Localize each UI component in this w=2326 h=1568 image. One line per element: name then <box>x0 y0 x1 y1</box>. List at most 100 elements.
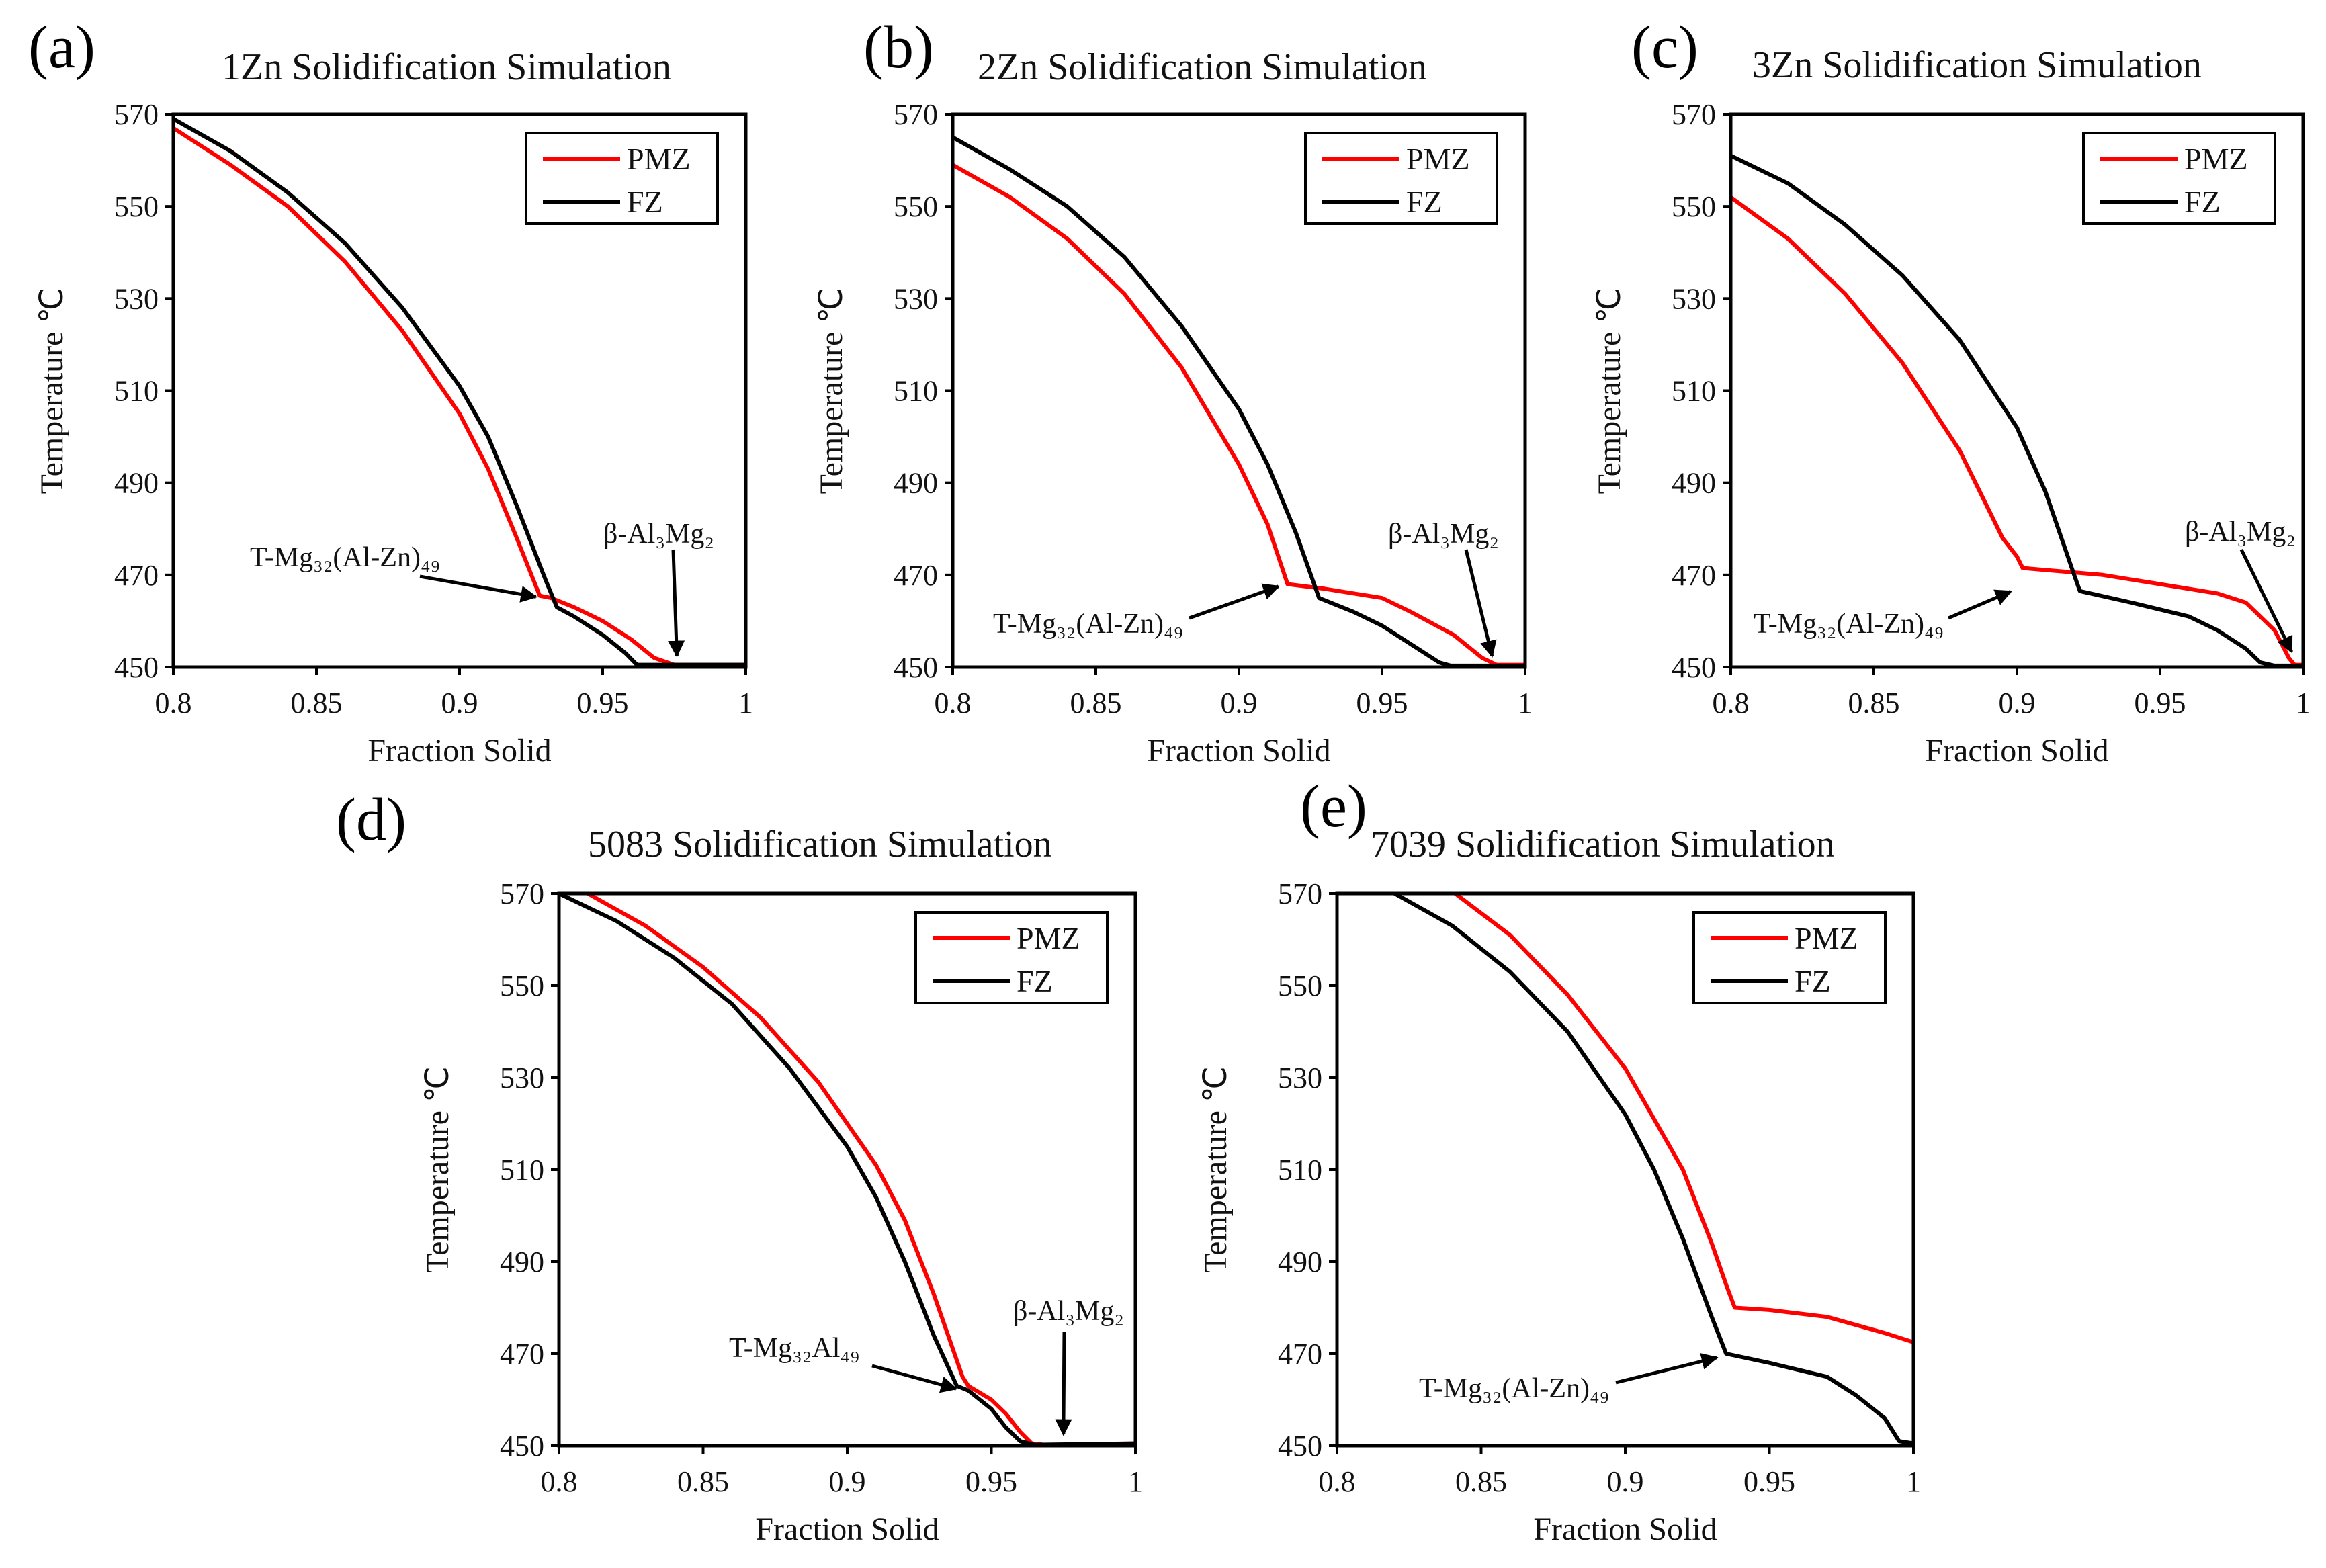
y-tick-label: 510 <box>1672 375 1716 408</box>
y-tick-label: 530 <box>500 1061 544 1094</box>
annotation-arrow <box>668 549 685 658</box>
y-axis-title: Temperature ℃ <box>1198 1066 1234 1273</box>
series-line-fz <box>1393 894 1913 1446</box>
y-tick-label: 470 <box>114 559 159 592</box>
chart-title: 7039 Solidification Simulation <box>1371 824 1835 865</box>
annotation-label: T-Mg₃₂(Al-Zn)₄₉ <box>250 542 440 573</box>
y-tick-label: 570 <box>1672 98 1716 131</box>
x-tick-label: 0.8 <box>1713 687 1750 720</box>
annotation-label: T-Mg₃₂(Al-Zn)₄₉ <box>1419 1373 1609 1404</box>
legend-label-pmz: PMZ <box>1406 142 1470 176</box>
y-tick-label: 490 <box>894 467 938 500</box>
y-tick-label: 450 <box>1278 1430 1322 1463</box>
chart-panel-a: (a) 1Zn Solidification Simulation 0.8 0.85 0… <box>28 14 753 769</box>
x-tick-label: 0.85 <box>1848 687 1900 720</box>
legend-label-fz: FZ <box>2184 185 2221 219</box>
series-line-pmz <box>587 894 1135 1446</box>
y-tick-label: 450 <box>114 651 159 684</box>
series-line-pmz <box>173 126 746 667</box>
x-tick-label: 0.8 <box>541 1465 578 1498</box>
x-tick-label: 0.85 <box>677 1465 729 1498</box>
y-tick-label: 450 <box>894 651 938 684</box>
legend: PMZ FZ <box>1304 132 1498 225</box>
series-line-fz <box>559 894 1135 1446</box>
y-tick-label: 550 <box>894 190 938 223</box>
annotation-arrow <box>419 574 538 603</box>
legend: PMZ FZ <box>2082 132 2276 225</box>
annotation-arrow <box>2239 548 2294 654</box>
x-axis-title: Fraction Solid <box>1533 1512 1717 1547</box>
chart-panel-b: (b) 2Zn Solidification Simulation 0.8 0.85 0… <box>814 14 1533 769</box>
x-tick-label: 1 <box>2296 687 2311 720</box>
y-tick-label: 570 <box>894 98 938 131</box>
series-line-fz <box>953 135 1525 667</box>
y-tick-label: 550 <box>500 969 544 1002</box>
legend-box <box>1304 132 1498 225</box>
y-tick-label: 510 <box>114 375 159 408</box>
legend-label-pmz: PMZ <box>2184 142 2248 176</box>
y-tick-label: 510 <box>1278 1153 1322 1186</box>
y-tick-label: 470 <box>1672 559 1716 592</box>
legend-box <box>2082 132 2276 225</box>
x-tick-label: 1 <box>1518 687 1533 720</box>
annotation-arrow <box>1189 583 1281 620</box>
x-tick-label: 1 <box>738 687 753 720</box>
legend-label-pmz: PMZ <box>1795 921 1858 955</box>
y-tick-label: 570 <box>500 877 544 910</box>
x-tick-label: 0.85 <box>291 687 343 720</box>
chart-panel-c: (c) 3Zn Solidification Simulation 0.8 0.85 0… <box>1592 14 2311 769</box>
legend: PMZ FZ <box>525 132 719 225</box>
y-tick-label: 470 <box>1278 1338 1322 1370</box>
annotation-label: T-Mg₃₂(Al-Zn)₄₉ <box>1754 609 1944 640</box>
panel-label: (d) <box>336 787 406 853</box>
annotation-label: β-Al₃Mg₂ <box>1388 519 1499 550</box>
panel-label: (e) <box>1300 773 1367 840</box>
y-tick-label: 570 <box>1278 877 1322 910</box>
y-tick-label: 450 <box>1672 651 1716 684</box>
chart-title: 2Zn Solidification Simulation <box>978 46 1427 88</box>
x-axis-title: Fraction Solid <box>368 733 551 769</box>
y-tick-label: 510 <box>500 1153 544 1186</box>
y-tick-label: 490 <box>500 1246 544 1278</box>
x-tick-label: 0.95 <box>1356 687 1408 720</box>
x-tick-label: 1 <box>1906 1465 1921 1498</box>
series-line-fz <box>173 117 746 667</box>
annotation-arrow <box>871 1364 958 1393</box>
y-tick-label: 490 <box>1672 467 1716 500</box>
x-axis-title: Fraction Solid <box>1925 733 2108 769</box>
x-tick-label: 0.95 <box>577 687 629 720</box>
chart-panel-d: (d) 5083 Solidification Simulation 0.8 0.85… <box>336 787 1143 1547</box>
x-tick-label: 0.9 <box>441 687 478 720</box>
x-axis-title: Fraction Solid <box>1147 733 1330 769</box>
series-line-fz <box>1731 153 2303 667</box>
y-tick-label: 550 <box>114 190 159 223</box>
legend-label-fz: FZ <box>1406 185 1442 219</box>
x-tick-label: 0.85 <box>1070 687 1122 720</box>
x-tick-label: 0.9 <box>1999 687 2036 720</box>
legend-label-fz: FZ <box>1795 964 1831 998</box>
x-tick-label: 0.8 <box>155 687 192 720</box>
annotation-arrow <box>1948 589 2013 620</box>
chart-panel-e: (e)7039 Solidification Simulation 0.8 0.85… <box>1198 773 1921 1547</box>
y-axis-title: Temperature ℃ <box>34 288 70 494</box>
y-tick-label: 450 <box>500 1430 544 1463</box>
legend-label-fz: FZ <box>627 185 663 219</box>
annotation-label: β-Al₃Mg₂ <box>1013 1296 1124 1327</box>
x-tick-label: 0.85 <box>1455 1465 1507 1498</box>
y-tick-label: 490 <box>114 467 159 500</box>
legend-box <box>914 911 1109 1004</box>
annotation-arrow <box>1464 549 1497 658</box>
chart-title: 1Zn Solidification Simulation <box>222 46 671 88</box>
y-tick-label: 570 <box>114 98 159 131</box>
x-tick-label: 1 <box>1128 1465 1143 1498</box>
x-tick-label: 0.9 <box>1221 687 1258 720</box>
y-tick-label: 550 <box>1672 190 1716 223</box>
x-tick-label: 0.95 <box>965 1465 1017 1498</box>
x-tick-label: 0.8 <box>1319 1465 1356 1498</box>
series-line-pmz <box>1454 894 1913 1344</box>
legend-box <box>525 132 719 225</box>
y-tick-label: 530 <box>894 282 938 315</box>
chart-title: 3Zn Solidification Simulation <box>1752 44 2202 86</box>
panel-label: (b) <box>863 14 934 81</box>
